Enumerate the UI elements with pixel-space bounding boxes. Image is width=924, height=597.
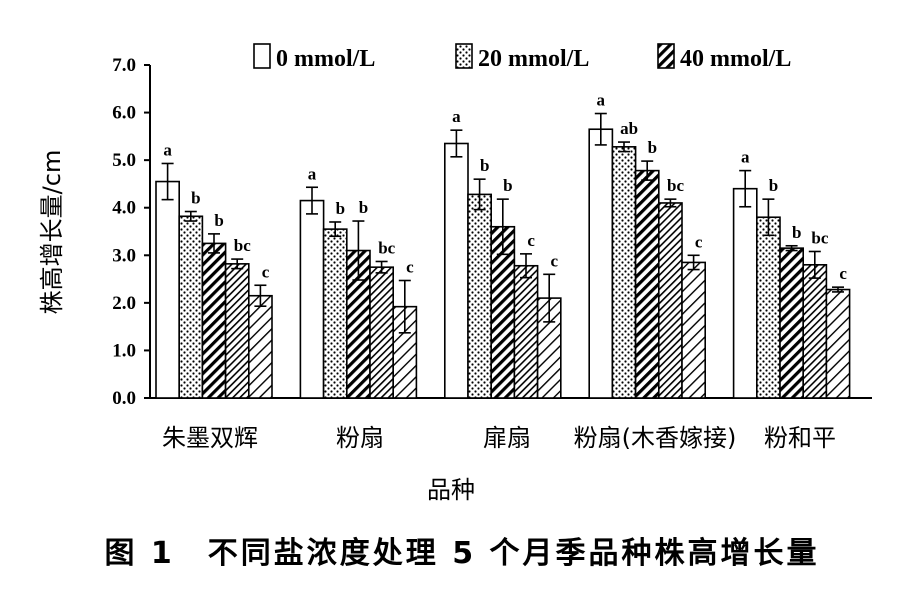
bar (248, 294, 273, 399)
bar (155, 180, 181, 399)
x-tick-label: 朱墨双辉 (162, 424, 258, 452)
x-tick-label: 粉扇 (336, 424, 384, 452)
y-tick-label: 1.0 (112, 340, 136, 361)
y-axis-title: 株高增长量/cm (38, 150, 66, 315)
bar (369, 266, 395, 399)
bar-group: a bb cc (443, 107, 562, 399)
bar (732, 187, 758, 399)
significance-label: c (527, 231, 535, 250)
significance-label: a (452, 107, 461, 126)
legend-label: 40 mmol/L (680, 46, 791, 72)
bar (443, 142, 469, 399)
significance-label: c (839, 264, 847, 283)
x-axis-tick-labels: 朱墨双辉 粉扇 扉扇 粉扇(木香嫁接) 粉和平 (162, 424, 836, 452)
x-tick-label: 粉扇(木香嫁接) (574, 424, 737, 452)
significance-label: c (551, 251, 559, 270)
bar (681, 261, 707, 399)
significance-label: bc (811, 228, 828, 247)
significance-label: bc (378, 238, 395, 257)
significance-label: bc (234, 236, 251, 255)
y-tick-label: 3.0 (112, 245, 136, 266)
significance-label: b (214, 211, 223, 230)
y-axis-ticks: 0.0 1.0 2.0 3.0 4.0 5.0 6.0 7.0 (112, 55, 150, 409)
legend-label: 20 mmol/L (478, 46, 589, 72)
bar (178, 215, 204, 399)
significance-label: b (503, 176, 512, 195)
bar (588, 128, 614, 399)
x-axis-title: 品种 (427, 476, 475, 504)
x-tick-label: 粉和平 (764, 424, 836, 452)
bar (299, 199, 325, 399)
significance-label: b (359, 198, 368, 217)
bar (322, 228, 348, 399)
significance-label: b (480, 156, 489, 175)
significance-label: a (308, 164, 317, 183)
significance-label: a (597, 91, 606, 110)
bar (467, 193, 493, 399)
significance-label: c (262, 262, 270, 281)
significance-label: ab (620, 119, 638, 138)
y-tick-label: 7.0 (112, 55, 136, 76)
y-tick-label: 4.0 (112, 198, 136, 219)
significance-label: c (406, 257, 414, 276)
significance-label: b (336, 199, 345, 218)
bar (513, 264, 539, 399)
legend-swatch (455, 43, 473, 69)
bar (201, 242, 227, 399)
significance-label: c (695, 232, 703, 251)
y-tick-label: 5.0 (112, 150, 136, 171)
figure-caption: 图 1 不同盐浓度处理 5 个月季品种株高增长量 (104, 536, 820, 571)
bar (825, 288, 851, 399)
significance-label: bc (667, 176, 684, 195)
bar (634, 169, 660, 399)
significance-label: b (769, 176, 778, 195)
bar (657, 202, 683, 399)
y-tick-label: 6.0 (112, 103, 136, 124)
significance-label: b (648, 138, 657, 157)
legend-swatch (657, 43, 675, 69)
significance-label: a (163, 140, 172, 159)
bar (755, 216, 781, 399)
y-tick-label: 0.0 (112, 388, 136, 409)
bar (802, 263, 828, 399)
bar (611, 146, 637, 399)
bar (224, 263, 250, 399)
y-tick-label: 2.0 (112, 293, 136, 314)
significance-label: a (741, 148, 750, 167)
bar (779, 247, 805, 399)
significance-label: b (792, 223, 801, 242)
significance-label: b (191, 189, 200, 208)
legend-swatch (253, 43, 271, 69)
legend: 0 mmol/L 20 mmol/L 40 mmol/L (253, 43, 791, 72)
legend-label: 0 mmol/L (276, 46, 375, 72)
x-tick-label: 扉扇 (483, 424, 531, 452)
